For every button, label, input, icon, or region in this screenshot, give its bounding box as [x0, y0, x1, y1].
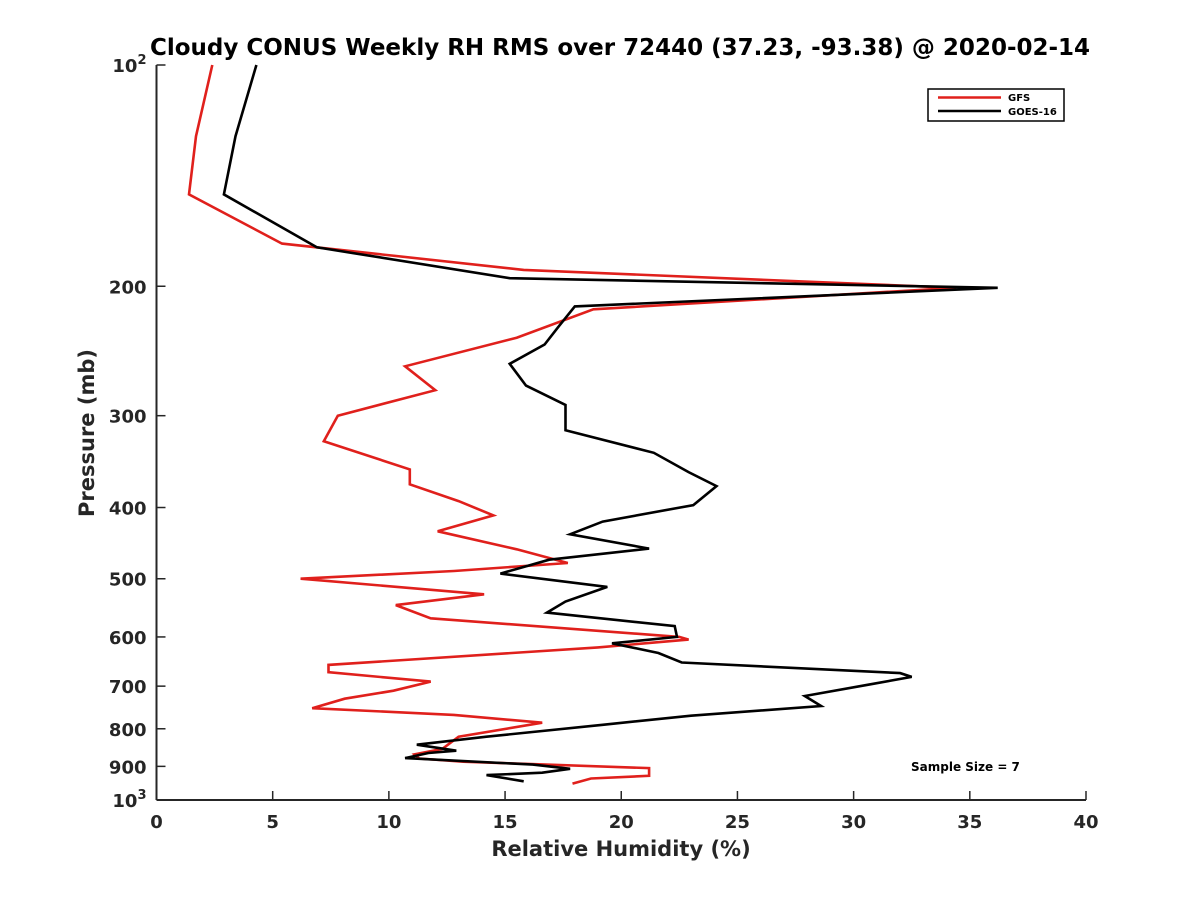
series-layer — [187, 64, 998, 785]
legend-label-gfs: GFS — [1008, 93, 1030, 104]
plot-area — [155, 65, 1086, 801]
x-axis-label: Relative Humidity (%) — [491, 837, 750, 861]
chart-title: Cloudy CONUS Weekly RH RMS over 72440 (3… — [150, 35, 1090, 61]
legend: GFS GOES-16 — [927, 88, 1065, 122]
y-tick-label: 900 — [109, 757, 147, 778]
y-tick-label: 700 — [109, 677, 147, 698]
legend-label-goes16: GOES-16 — [1008, 107, 1057, 118]
y-ticks: 102 200 300 400 500 600 700 800 900 103 — [109, 53, 166, 812]
x-ticks: 0 5 10 15 20 25 30 35 40 — [150, 791, 1099, 833]
series-line-goes16 — [222, 64, 998, 783]
x-tick-label: 35 — [957, 812, 982, 833]
y-tick-label: 400 — [109, 499, 147, 520]
y-axis-label: Pressure (mb) — [75, 349, 99, 517]
x-tick-label: 40 — [1073, 812, 1098, 833]
x-tick-label: 10 — [376, 812, 401, 833]
y-tick-label: 300 — [109, 407, 147, 428]
y-tick-label: 500 — [109, 570, 147, 591]
x-tick-label: 20 — [609, 812, 634, 833]
y-tick-label: 200 — [109, 277, 147, 298]
y-tick-label: 800 — [109, 720, 147, 741]
sample-size-annotation: Sample Size = 7 — [911, 760, 1020, 774]
x-tick-label: 25 — [725, 812, 750, 833]
y-tick-label: 600 — [109, 628, 147, 649]
x-tick-label: 15 — [493, 812, 518, 833]
y-tick-label: 102 — [112, 53, 146, 77]
x-tick-label: 5 — [266, 812, 279, 833]
x-tick-label: 30 — [841, 812, 866, 833]
series-line-gfs — [187, 64, 956, 785]
legend-box — [927, 88, 1065, 122]
x-tick-label: 0 — [150, 812, 163, 833]
y-tick-label: 103 — [112, 788, 146, 812]
